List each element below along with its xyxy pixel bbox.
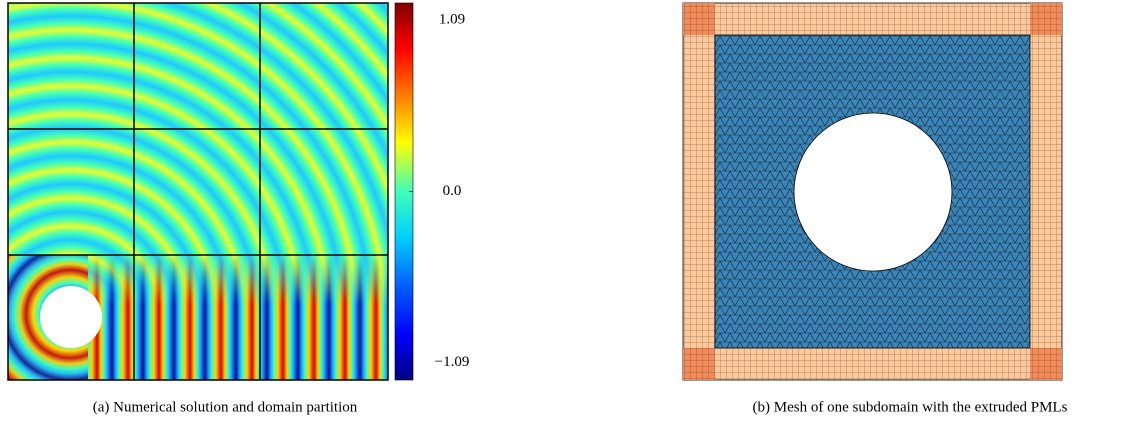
colorbar [395, 3, 413, 380]
colorbar-tick-label: −1.09 [435, 354, 470, 370]
scatterer-hole [793, 112, 953, 272]
caption-b: (b) Mesh of one subdomain with the extru… [753, 399, 1068, 415]
forward-waves [88, 255, 388, 380]
pml-corners [683, 3, 1062, 380]
scatterer [40, 286, 102, 348]
partition [7, 2, 389, 381]
colorbar-tick-label: 0.0 [443, 183, 462, 199]
colorbar-tick-label: 1.09 [439, 12, 465, 28]
caption-a: (a) Numerical solution and domain partit… [93, 399, 358, 415]
